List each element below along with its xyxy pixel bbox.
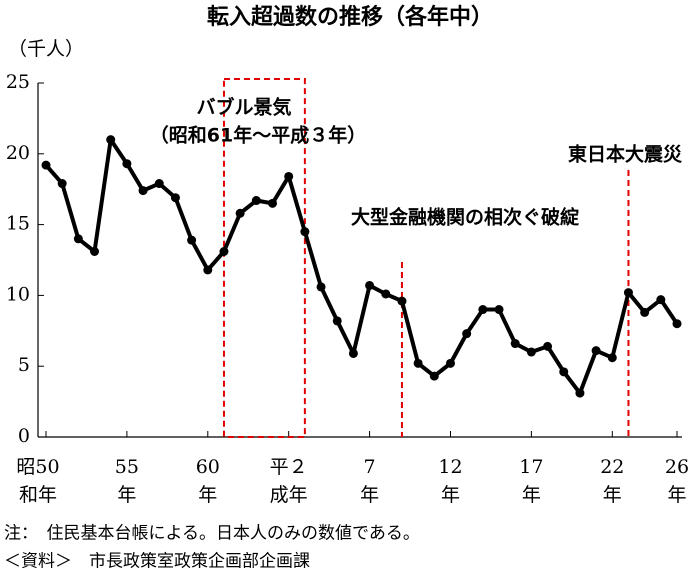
point: [348, 348, 358, 358]
annotation: バブル景気: [196, 96, 291, 119]
point: [397, 296, 407, 306]
point: [381, 289, 391, 299]
point: [41, 160, 51, 170]
point: [656, 295, 666, 305]
point: [607, 353, 617, 363]
point: [478, 305, 488, 315]
x-tick-label: 昭50: [16, 456, 59, 478]
point: [365, 280, 375, 290]
y-tick-label: 0: [18, 425, 30, 447]
point: [543, 341, 553, 351]
point: [106, 135, 116, 145]
point: [413, 358, 423, 368]
point: [623, 288, 633, 298]
x-tick-label: 7: [364, 456, 376, 478]
annotation: 東日本大震災: [568, 143, 683, 166]
point: [526, 347, 536, 357]
x-tick-label: 和年: [19, 484, 57, 506]
x-tick-label: 成年: [270, 484, 308, 506]
annotation: 大型金融機関の相次ぐ破綻: [351, 206, 580, 229]
point: [187, 235, 197, 245]
point: [284, 171, 294, 181]
y-tick-label: 15: [6, 213, 30, 235]
point: [138, 186, 148, 196]
point: [300, 227, 310, 237]
point: [203, 265, 213, 275]
point: [332, 316, 342, 326]
point: [494, 305, 504, 315]
source: ＜資料＞ 市長政策室政策企画部企画課: [4, 552, 310, 572]
point: [672, 319, 682, 329]
point: [510, 339, 520, 349]
x-tick-label: 60: [196, 456, 220, 478]
point: [559, 367, 569, 377]
series-line: [44, 137, 679, 396]
point: [251, 196, 261, 206]
x-tick-label: 12: [438, 456, 462, 478]
point: [122, 159, 132, 169]
y-tick-label: 10: [6, 283, 30, 305]
point: [591, 346, 601, 356]
point: [57, 179, 67, 189]
point: [462, 329, 472, 339]
annotation: （昭和61年～平成３年）: [150, 124, 366, 147]
x-tick-label: 22: [600, 456, 624, 478]
y-tick-label: 25: [6, 71, 30, 93]
chart-title: 転入超過数の推移（各年中）: [207, 4, 493, 30]
x-tick-label: 17: [519, 456, 543, 478]
period-box: [222, 78, 306, 438]
x-tick-label: 26: [665, 456, 689, 478]
point: [429, 371, 439, 381]
x-tick-label: 年: [198, 484, 217, 506]
x-tick-label: 年: [522, 484, 541, 506]
point: [235, 208, 245, 218]
note: 注： 住民基本台帳による。日本人のみの数値である。: [4, 524, 420, 544]
y-tick-label: 20: [6, 142, 30, 164]
x-tick-label: 55: [115, 456, 139, 478]
point: [219, 247, 229, 257]
point: [445, 358, 455, 368]
point: [268, 198, 278, 208]
x-tick-label: 平２: [270, 456, 308, 478]
y-tick-label: 5: [18, 354, 30, 376]
x-tick-label: 年: [441, 484, 460, 506]
x-tick-label: 年: [117, 484, 136, 506]
point: [90, 247, 100, 257]
x-tick-label: 年: [667, 484, 686, 506]
point: [73, 234, 83, 244]
point: [170, 193, 180, 203]
point: [316, 282, 326, 292]
point: [154, 179, 164, 189]
y-axis-label: （千人）: [8, 38, 84, 60]
point: [575, 388, 585, 398]
x-tick-label: 年: [603, 484, 622, 506]
point: [640, 307, 650, 317]
x-tick-label: 年: [360, 484, 379, 506]
